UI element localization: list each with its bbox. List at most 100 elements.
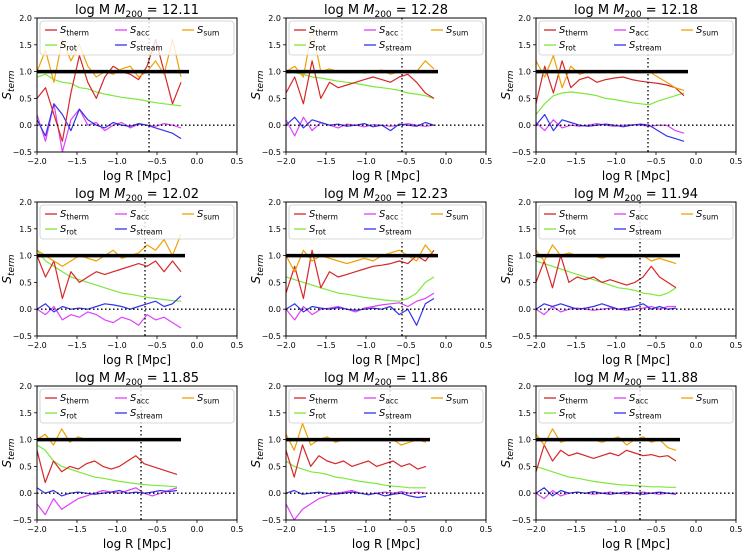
subplot-title: log M M200 = 12.28: [324, 3, 448, 20]
subplot-6: log M M200 = 11.94 Stherm Sacc Ssum Srot Sstr…: [499, 187, 742, 367]
x-tick-label: −2.0: [276, 157, 295, 166]
legend-sum-label: Ssum: [446, 209, 468, 222]
series-sum-line: [286, 244, 435, 273]
x-tick-label: −0.5: [646, 157, 665, 166]
x-tick-label: 0.5: [480, 341, 493, 350]
y-tick-label: 2.0: [19, 14, 32, 23]
plot-area: [536, 18, 736, 152]
legend-acc-label: Sacc: [379, 209, 398, 222]
y-tick-label: 2.0: [268, 14, 281, 23]
y-tick-label: 1.0: [19, 252, 32, 261]
y-tick-label: −0.5: [262, 516, 281, 525]
legend-stream-label: Sstream: [629, 40, 662, 53]
legend-sum-label: Ssum: [446, 25, 468, 38]
series-therm-line: [286, 444, 427, 478]
y-axis-label: Sterm: [249, 70, 266, 99]
legend-rot-label: Srot: [559, 224, 576, 237]
legend-stream-label: Sstream: [629, 408, 662, 421]
y-tick-label: −0.5: [512, 332, 531, 341]
y-tick-label: 1.5: [268, 409, 281, 418]
x-axis-label: log R [Mpc]: [103, 353, 171, 367]
series-therm-line: [536, 444, 677, 472]
legend-sum-label: Ssum: [696, 393, 718, 406]
y-tick-label: −0.5: [512, 516, 531, 525]
subplot-9: log M M200 = 11.88 Stherm Sacc Ssum Srot Sstr…: [499, 371, 742, 551]
axes-frame: [535, 385, 737, 521]
x-tick-label: −1.5: [316, 525, 335, 534]
legend: Stherm Sacc Ssum Srot Sstream: [288, 388, 484, 424]
x-axis-label: log R [Mpc]: [352, 169, 420, 183]
series-therm-line: [37, 450, 178, 484]
subplot-title: log M M200 = 12.18: [574, 3, 698, 20]
y-tick-label: 1.0: [19, 436, 32, 445]
y-tick-label: 0.0: [19, 121, 32, 130]
legend-sum-label: Ssum: [446, 393, 468, 406]
y-tick-label: 1.0: [19, 68, 32, 77]
subplot-title: log M M200 = 12.23: [324, 187, 448, 204]
series-rot-line: [286, 71, 435, 99]
series-stream-line: [37, 487, 178, 497]
plot-area: [37, 18, 237, 152]
y-tick-label: 1.5: [518, 409, 531, 418]
series-acc-line: [536, 119, 685, 134]
y-tick-label: 1.5: [19, 41, 32, 50]
y-tick-label: 0.0: [268, 121, 281, 130]
y-tick-label: 1.5: [268, 225, 281, 234]
y-tick-label: 1.0: [268, 68, 281, 77]
legend-acc-label: Sacc: [130, 393, 149, 406]
x-tick-label: 0.5: [231, 157, 244, 166]
series-acc-line: [37, 305, 182, 329]
y-tick-label: 0.5: [268, 94, 281, 103]
legend-rot-label: Srot: [60, 224, 77, 237]
x-tick-label: −1.5: [67, 525, 86, 534]
axes-frame: [285, 385, 487, 521]
legend-therm-label: Stherm: [309, 25, 338, 38]
axes-frame: [36, 201, 238, 337]
x-tick-label: 0.0: [191, 157, 204, 166]
y-tick-label: 0.0: [19, 489, 32, 498]
y-tick-label: 0.5: [268, 278, 281, 287]
series-rot-line: [37, 444, 178, 488]
y-tick-label: 1.5: [268, 41, 281, 50]
x-tick-label: −0.5: [646, 525, 665, 534]
x-tick-label: −2.0: [526, 341, 545, 350]
y-axis-label: Sterm: [0, 70, 17, 99]
series-rot-line: [37, 73, 182, 107]
legend-therm-label: Stherm: [559, 25, 588, 38]
legend-sum-label: Ssum: [696, 209, 718, 222]
x-tick-label: 0.5: [480, 157, 493, 166]
legend: Stherm Sacc Ssum Srot Sstream: [288, 204, 484, 240]
y-tick-label: 0.0: [518, 489, 531, 498]
x-tick-label: −0.5: [147, 341, 166, 350]
series-rot-line: [536, 260, 677, 297]
axes-frame: [535, 17, 737, 153]
y-axis-label: Sterm: [249, 254, 266, 283]
subplot-title: log M M200 = 12.02: [75, 187, 199, 204]
x-tick-label: −1.5: [67, 157, 86, 166]
legend-sum-label: Ssum: [197, 393, 219, 406]
y-tick-label: 2.0: [518, 198, 531, 207]
y-tick-label: 0.5: [19, 94, 32, 103]
legend: Stherm Sacc Ssum Srot Sstream: [39, 20, 235, 56]
y-tick-label: 1.0: [518, 252, 531, 261]
y-tick-label: 1.0: [518, 436, 531, 445]
x-tick-label: −2.0: [276, 341, 295, 350]
series-acc-line: [286, 116, 435, 137]
series-stream-line: [286, 297, 435, 326]
legend-therm-label: Stherm: [309, 209, 338, 222]
legend-sum-label: Ssum: [197, 209, 219, 222]
plot-area: [286, 386, 486, 520]
series-therm-line: [37, 255, 182, 300]
y-tick-label: 2.0: [518, 14, 531, 23]
x-tick-label: −1.5: [67, 341, 86, 350]
legend-acc-label: Sacc: [629, 25, 648, 38]
series-sum-line: [37, 428, 178, 446]
x-tick-label: −1.5: [566, 157, 585, 166]
x-axis-label: log R [Mpc]: [602, 169, 670, 183]
legend-therm-label: Stherm: [309, 393, 338, 406]
legend: Stherm Sacc Ssum Srot Sstream: [538, 20, 734, 56]
axes-frame: [36, 17, 238, 153]
subplot-title: log M M200 = 11.88: [574, 371, 698, 388]
y-tick-label: 1.5: [518, 225, 531, 234]
